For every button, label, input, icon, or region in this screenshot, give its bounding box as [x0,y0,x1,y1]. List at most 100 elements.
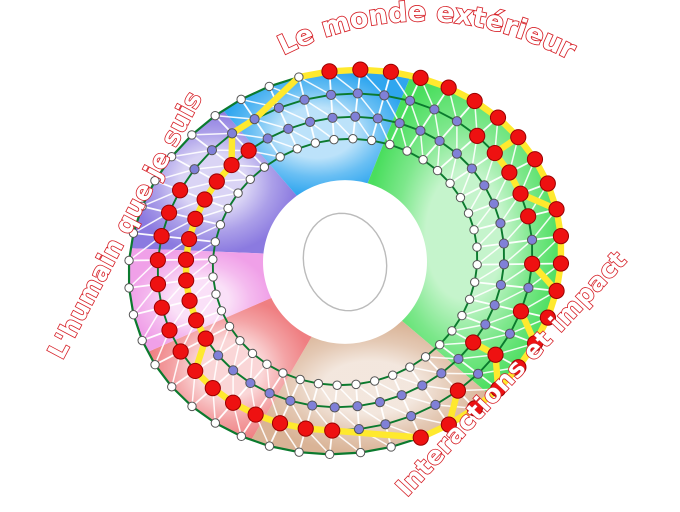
spoke-line [133,293,217,316]
graph-node [262,133,273,144]
graph-node [224,321,235,332]
highlight-node [469,127,486,144]
highlight-node [181,292,198,309]
spoke-line [461,314,536,345]
spoke-line [477,262,561,266]
spoke-line [141,309,222,342]
graph-node [211,289,221,299]
graph-node [307,400,318,411]
highlight-node [188,312,205,329]
graph-node [434,135,445,147]
highlight-node [382,63,400,80]
spoke-line [328,71,335,140]
highlight-node [161,322,178,339]
graph-node [208,254,218,265]
spoke-line [240,372,284,437]
graph-node [137,335,147,346]
highlight-node [149,276,167,293]
graph-node [523,282,534,293]
highlight-node [412,69,429,86]
graph-node [396,390,407,401]
graph-node [405,362,415,372]
highlight-node [526,151,544,168]
graph-node [472,259,482,270]
diagonal-line [298,76,332,96]
graph-node [187,401,197,412]
diagonal-line [191,132,233,136]
spoke-line [214,115,266,168]
diagonal-line [474,263,505,283]
diagonal-line [401,394,436,406]
graph-node [504,328,516,339]
diagonal-line [254,118,289,130]
diagonal-line [357,405,386,425]
highlight-node [196,191,213,208]
graph-node [208,272,218,282]
highlight-node [352,61,369,78]
graph-node [445,178,455,188]
node-group [124,61,570,460]
spoke-line [268,379,302,447]
graph-node [472,242,482,252]
highlight-node [524,255,541,273]
spoke-line [240,98,281,158]
graph-node [351,379,361,390]
spoke-line [154,325,230,366]
graph-node [150,176,160,186]
graph-node [526,234,538,245]
highlight-node [324,422,341,439]
graph-node [325,89,337,100]
spoke-line [129,258,213,262]
graph-node [498,238,509,249]
graph-node [451,148,462,159]
highlight-node [512,185,529,202]
graph-node [332,380,342,390]
diagonal-line [304,99,333,119]
highlight-node [440,416,457,433]
spoke-line [409,366,450,426]
graph-node [213,350,224,361]
graph-node [128,228,139,238]
torus-hole [302,212,388,312]
highlight-node [539,309,556,326]
highlight-node [548,201,565,218]
graph-node [457,310,467,321]
highlight-node [178,272,195,289]
graph-node [430,399,441,410]
graph-node [406,411,417,422]
spoke-line [468,182,549,215]
graph-node [233,188,243,198]
diagonal-line [232,132,268,140]
diagonal-line [217,326,231,356]
graph-node [379,90,390,101]
diagonal-line [379,401,412,417]
highlight-node [440,79,457,96]
diagonal-line [278,107,311,123]
graph-node [355,447,366,458]
graph-node [313,378,324,389]
graph-node [292,144,302,154]
graph-node [128,310,139,320]
graph-node [227,128,238,139]
graph-node [495,218,506,229]
diagonal-line [334,406,360,430]
spoke-line [406,87,450,152]
diagonal-line [409,100,422,131]
graph-node [206,145,218,156]
graph-node [463,208,474,218]
diagonal-line [154,168,195,182]
diagonal-line [467,184,485,214]
graph-node [324,449,335,460]
highlight-node [512,303,530,320]
diagonal-line [409,366,442,375]
graph-node [348,134,358,144]
spoke-line [436,116,499,172]
graph-node [210,418,221,428]
highlight-node [197,330,214,347]
graph-node [432,165,443,176]
spoke-line [473,208,557,231]
spoke-line [298,76,317,144]
diagonal-line [392,374,423,387]
diagonal-line [473,203,495,231]
graph-node [498,259,510,270]
